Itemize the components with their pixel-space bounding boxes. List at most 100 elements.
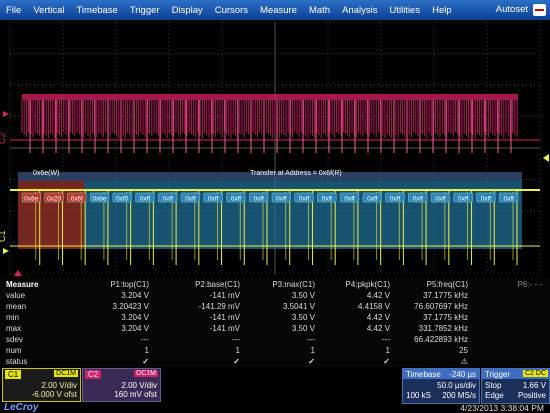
decode-byte: 0xff — [276, 196, 287, 203]
measure-cell-p2: -141.29 mV — [198, 302, 240, 311]
measure-cell-p3: --- — [307, 335, 315, 344]
decode-byte-box — [408, 192, 428, 203]
measure-header-p1[interactable]: P1:top(C1) — [110, 280, 149, 289]
decode-byte-box — [67, 192, 87, 203]
decode-byte-box — [112, 192, 132, 203]
measure-cell-p3: 3.50 V — [291, 313, 315, 322]
date-time: 4/23/2013 3:38:04 PM — [460, 403, 544, 413]
menu-item-analysis[interactable]: Analysis — [342, 4, 378, 16]
decode-byte: 0xff — [344, 196, 355, 203]
menu-item-math[interactable]: Math — [308, 4, 331, 16]
waveform-display[interactable]: C2 C1 0x6e(W) Transfer at Address = 0x6f… — [0, 20, 550, 278]
menu-item-cursors[interactable]: Cursors — [214, 4, 248, 16]
measure-cell-p5: 331.7852 kHz — [418, 324, 468, 333]
decode-byte-box — [226, 192, 246, 203]
c2-trace-label: C2 — [0, 132, 7, 144]
measure-cell-p1: 3.204 V — [121, 313, 149, 322]
decode-byte: 0x6e — [24, 196, 38, 203]
decode-byte-box — [499, 192, 519, 203]
measure-row-label: value — [6, 291, 26, 300]
decode-byte: 0xff — [322, 196, 333, 203]
timebase-label: Timebase — [406, 370, 441, 379]
decode-byte: 0xff — [413, 196, 424, 203]
measure-cell-p3: 3.50 V — [291, 324, 315, 333]
decode-byte-box — [135, 192, 155, 203]
decode-byte: 0xff — [481, 196, 492, 203]
timebase-descriptor[interactable]: Timebase -240 µs 50.0 µs/div 100 kS 200 … — [402, 368, 480, 404]
autoset-icon[interactable] — [533, 4, 546, 16]
c1-channel-descriptor[interactable]: C1 DC1M 2.00 V/div -6.000 V ofst — [2, 368, 81, 402]
measure-header-p6[interactable]: P6:- - - — [517, 280, 542, 289]
decode-byte-box — [249, 192, 269, 203]
measure-row-label: sdev — [6, 335, 23, 344]
decode-byte: 0xff — [458, 196, 469, 203]
measure-cell-p1: 3.20423 V — [112, 302, 149, 311]
c2-coupling: DC1M — [134, 370, 158, 377]
menu-item-utilities[interactable]: Utilities — [389, 4, 421, 16]
decode-byte: 0xff — [163, 196, 174, 203]
c2-tag: C2 — [85, 370, 102, 379]
c1-waveform — [10, 172, 540, 265]
decode-byte: 0x6f — [71, 196, 83, 203]
decode-byte: 0xff — [185, 196, 196, 203]
menu-item-trigger[interactable]: Trigger — [129, 4, 160, 16]
measure-cell-p3: 1 — [310, 346, 315, 355]
decode-byte-box — [203, 192, 223, 203]
c2-channel-descriptor[interactable]: C2 DC1M 2.00 V/div 160 mV ofst — [82, 368, 161, 402]
menu-bar: File Vertical Timebase Trigger Display Cursor… — [0, 0, 550, 21]
measure-row-label: min — [6, 313, 19, 322]
measure-header-p5[interactable]: P5:freq(C1) — [426, 280, 468, 289]
c1-tag: C1 — [5, 370, 22, 379]
trigger-descriptor[interactable]: Trigger C2 DC Stop 1.66 V Edge Positive — [481, 368, 550, 404]
c1-offset-marker — [3, 248, 9, 254]
decode-byte-box — [339, 192, 360, 203]
measure-cell-p5: 37.1775 kHz — [423, 291, 468, 300]
decode-byte-box — [271, 192, 291, 203]
menu-item-file[interactable]: File — [6, 4, 22, 16]
measure-cell-p4: 4.42 V — [366, 324, 390, 333]
measure-header-p2[interactable]: P2:base(C1) — [195, 280, 240, 289]
measure-header-p3[interactable]: P3:max(C1) — [272, 280, 315, 289]
measure-cell-p5: 66.422893 kHz — [414, 335, 468, 344]
menu-item-display[interactable]: Display — [171, 4, 203, 16]
measure-cell-p5: 25 — [459, 346, 468, 355]
c2-waveform — [10, 94, 540, 153]
measure-title: Measure — [6, 280, 39, 289]
c1-trace-label: C1 — [0, 230, 7, 242]
c2-vdiv: 2.00 V/div — [121, 381, 157, 390]
decode-byte-box — [158, 192, 178, 203]
decode-byte: 0xff — [503, 196, 514, 203]
decode-bytes: 0x6e 0x20 0x6f 0xbe 0xf0 0xff 0xff 0xff 0xff 0xff… — [21, 192, 519, 203]
timebase-header — [403, 369, 479, 379]
measure-row-value: value 3.204 V -141 mV 3.50 V 4.42 V 37.1775 k… — [0, 290, 550, 301]
measure-cell-p5: ⚠ — [460, 357, 468, 366]
measure-cell-p2: 1 — [235, 346, 240, 355]
c1-coupling: DC1M — [54, 370, 78, 377]
measure-table: Measure P1:top(C1) P2:base(C1) P3:max(C1… — [0, 278, 550, 367]
trigger-type: Edge — [485, 391, 504, 400]
measure-cell-p2: -141 mV — [209, 291, 240, 300]
decode-byte-box — [453, 192, 473, 203]
measure-cell-p2: ✓ — [233, 357, 240, 366]
measure-cell-p1: 3.204 V — [121, 324, 149, 333]
decode-byte-box — [430, 192, 451, 203]
measure-row-max: max 3.204 V -141 mV 3.50 V 4.42 V 331.7852 kH… — [0, 323, 550, 334]
measure-cell-p5: 37.1775 kHz — [423, 313, 468, 322]
trigger-slope: Positive — [517, 391, 546, 400]
autoset-button[interactable]: Autoset — [495, 4, 528, 15]
measure-row-label: status — [6, 357, 28, 366]
decode-byte-box — [476, 192, 496, 203]
menu-item-vertical[interactable]: Vertical — [33, 4, 65, 16]
measure-cell-p4: 1 — [385, 346, 390, 355]
menu-item-help[interactable]: Help — [432, 4, 452, 16]
measure-cell-p4: 4.42 V — [366, 313, 390, 322]
measure-cell-p4: 4.42 V — [366, 291, 390, 300]
trigger-position-marker — [14, 270, 22, 276]
measure-cell-p1: 3.204 V — [121, 291, 149, 300]
measure-header-p4[interactable]: P4:pkpk(C1) — [345, 280, 390, 289]
measure-row-label: num — [6, 346, 22, 355]
decode-byte: 0xff — [367, 196, 378, 203]
menu-item-measure[interactable]: Measure — [260, 4, 297, 16]
menu-item-timebase[interactable]: Timebase — [76, 4, 118, 16]
measure-cell-p2: -141 mV — [209, 313, 240, 322]
